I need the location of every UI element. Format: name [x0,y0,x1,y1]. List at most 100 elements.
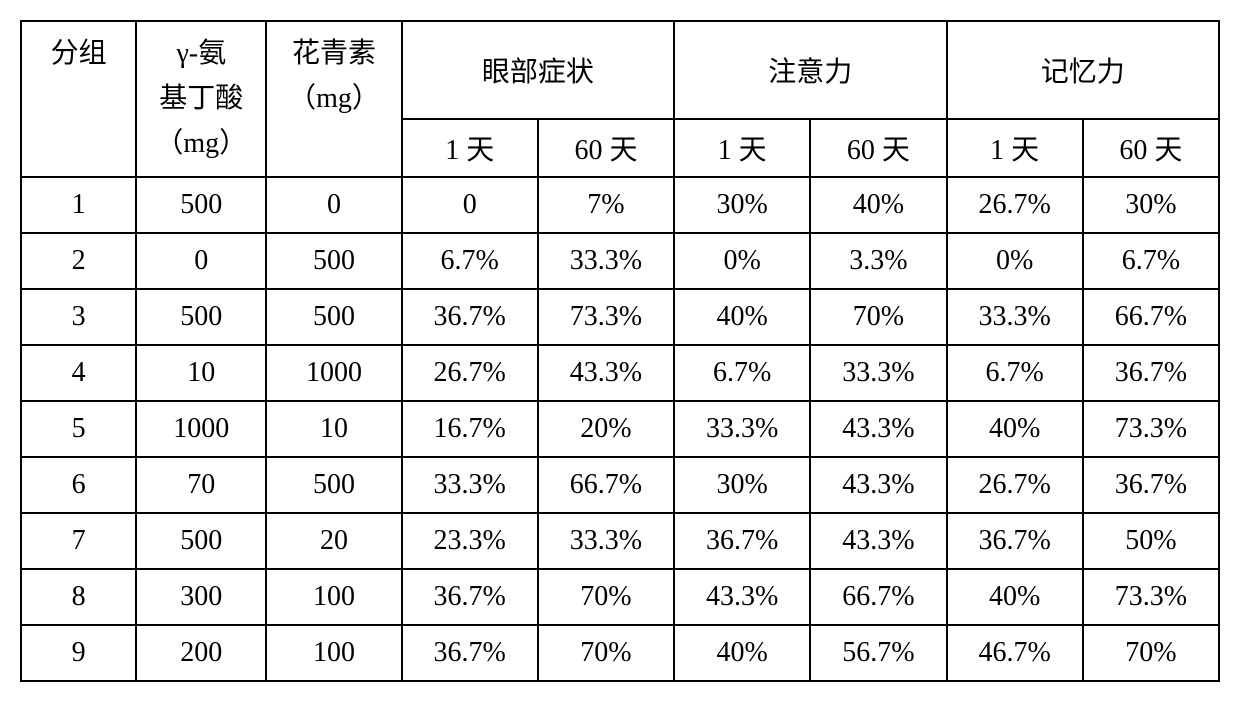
cell-mem_d1: 46.7% [947,625,1083,681]
cell-eye_d60: 33.3% [538,233,674,289]
header-memory: 记忆力 [947,21,1219,119]
cell-eye_d60: 70% [538,569,674,625]
cell-eye_d1: 36.7% [402,289,538,345]
cell-att_d60: 70% [810,289,946,345]
cell-mem_d60: 50% [1083,513,1219,569]
cell-anth: 500 [266,457,401,513]
cell-mem_d1: 40% [947,569,1083,625]
cell-att_d60: 43.3% [810,401,946,457]
cell-att_d60: 3.3% [810,233,946,289]
cell-mem_d1: 6.7% [947,345,1083,401]
cell-att_d1: 43.3% [674,569,810,625]
cell-att_d1: 36.7% [674,513,810,569]
cell-eye_d60: 20% [538,401,674,457]
cell-eye_d1: 6.7% [402,233,538,289]
cell-group: 9 [21,625,136,681]
cell-group: 1 [21,177,136,233]
cell-mem_d60: 73.3% [1083,569,1219,625]
table-row: 830010036.7%70%43.3%66.7%40%73.3% [21,569,1219,625]
cell-mem_d60: 73.3% [1083,401,1219,457]
cell-anth: 20 [266,513,401,569]
cell-anth: 10 [266,401,401,457]
cell-gaba: 1000 [136,401,266,457]
header-eye-day60: 60 天 [538,119,674,177]
cell-mem_d1: 0% [947,233,1083,289]
cell-anth: 0 [266,177,401,233]
cell-gaba: 300 [136,569,266,625]
cell-eye_d1: 23.3% [402,513,538,569]
cell-mem_d60: 66.7% [1083,289,1219,345]
cell-gaba: 200 [136,625,266,681]
header-anth-line2: （mg） [288,83,380,114]
cell-gaba: 10 [136,345,266,401]
cell-gaba: 500 [136,177,266,233]
header-gaba-line3: （mg） [155,128,247,159]
header-gaba-line2: 基丁酸 [159,83,243,114]
cell-group: 6 [21,457,136,513]
cell-att_d60: 56.7% [810,625,946,681]
cell-anth: 500 [266,289,401,345]
header-mem-day60: 60 天 [1083,119,1219,177]
cell-att_d1: 0% [674,233,810,289]
cell-eye_d60: 70% [538,625,674,681]
cell-mem_d1: 40% [947,401,1083,457]
header-eye-day1: 1 天 [402,119,538,177]
header-attention: 注意力 [674,21,946,119]
table-header: 分组 γ-氨 基丁酸 （mg） 花青素 （mg） 眼部症状 注意力 记忆力 1 … [21,21,1219,177]
cell-eye_d60: 66.7% [538,457,674,513]
header-group: 分组 [21,21,136,177]
table-row: 67050033.3%66.7%30%43.3%26.7%36.7% [21,457,1219,513]
cell-eye_d60: 73.3% [538,289,674,345]
header-mem-day1: 1 天 [947,119,1083,177]
cell-mem_d60: 6.7% [1083,233,1219,289]
table-row: 75002023.3%33.3%36.7%43.3%36.7%50% [21,513,1219,569]
cell-group: 8 [21,569,136,625]
table-row: 510001016.7%20%33.3%43.3%40%73.3% [21,401,1219,457]
table-row: 205006.7%33.3%0%3.3%0%6.7% [21,233,1219,289]
cell-group: 7 [21,513,136,569]
header-anth-line1: 花青素 [292,38,376,69]
cell-att_d60: 33.3% [810,345,946,401]
cell-mem_d60: 36.7% [1083,345,1219,401]
table-row: 1500007%30%40%26.7%30% [21,177,1219,233]
cell-mem_d60: 30% [1083,177,1219,233]
cell-eye_d1: 36.7% [402,625,538,681]
cell-eye_d1: 16.7% [402,401,538,457]
header-att-day60: 60 天 [810,119,946,177]
cell-group: 2 [21,233,136,289]
cell-att_d60: 43.3% [810,513,946,569]
cell-anth: 1000 [266,345,401,401]
cell-mem_d1: 26.7% [947,177,1083,233]
cell-att_d1: 6.7% [674,345,810,401]
cell-eye_d60: 7% [538,177,674,233]
cell-att_d1: 40% [674,289,810,345]
cell-anth: 100 [266,569,401,625]
cell-anth: 100 [266,625,401,681]
cell-gaba: 500 [136,289,266,345]
cell-att_d60: 43.3% [810,457,946,513]
header-att-day1: 1 天 [674,119,810,177]
cell-att_d1: 30% [674,457,810,513]
table-row: 350050036.7%73.3%40%70%33.3%66.7% [21,289,1219,345]
cell-att_d1: 40% [674,625,810,681]
cell-gaba: 70 [136,457,266,513]
cell-att_d60: 66.7% [810,569,946,625]
table-row: 410100026.7%43.3%6.7%33.3%6.7%36.7% [21,345,1219,401]
data-table: 分组 γ-氨 基丁酸 （mg） 花青素 （mg） 眼部症状 注意力 记忆力 1 … [20,20,1220,682]
header-eye-symptoms: 眼部症状 [402,21,674,119]
cell-mem_d1: 36.7% [947,513,1083,569]
cell-group: 5 [21,401,136,457]
cell-gaba: 0 [136,233,266,289]
cell-gaba: 500 [136,513,266,569]
cell-group: 3 [21,289,136,345]
cell-mem_d60: 36.7% [1083,457,1219,513]
header-gaba: γ-氨 基丁酸 （mg） [136,21,266,177]
header-row-1: 分组 γ-氨 基丁酸 （mg） 花青素 （mg） 眼部症状 注意力 记忆力 [21,21,1219,119]
cell-att_d1: 33.3% [674,401,810,457]
cell-mem_d60: 70% [1083,625,1219,681]
header-anthocyanin: 花青素 （mg） [266,21,401,177]
header-gaba-line1: γ-氨 [176,38,226,69]
cell-eye_d1: 0 [402,177,538,233]
table-body: 1500007%30%40%26.7%30%205006.7%33.3%0%3.… [21,177,1219,681]
data-table-container: 分组 γ-氨 基丁酸 （mg） 花青素 （mg） 眼部症状 注意力 记忆力 1 … [20,20,1220,682]
